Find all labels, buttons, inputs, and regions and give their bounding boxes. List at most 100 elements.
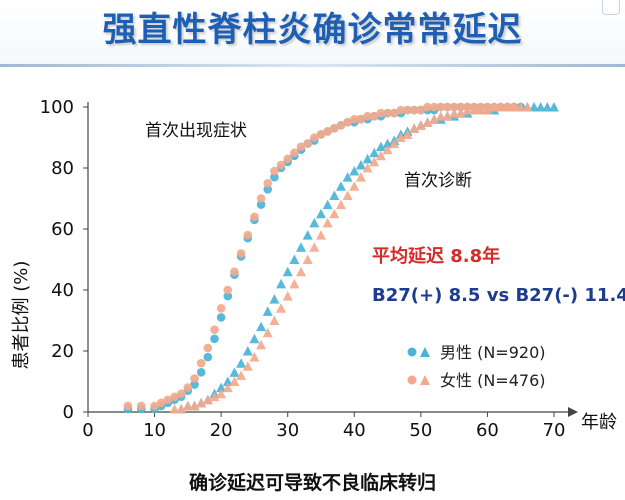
data-point-triangle <box>395 132 406 142</box>
data-point-triangle <box>309 242 320 252</box>
data-point-triangle <box>242 346 253 356</box>
data-point-triangle <box>189 400 200 411</box>
data-point-triangle <box>362 153 373 164</box>
data-point-triangle <box>229 376 240 386</box>
data-point-circle <box>436 102 446 112</box>
x-tick-label: 70 <box>543 420 566 441</box>
data-point-circle <box>369 111 379 121</box>
data-point-circle <box>363 111 372 121</box>
annotation-b27: B27(+) 8.5 vs B27(-) 11.4 <box>372 285 625 306</box>
data-point-triangle <box>495 102 506 112</box>
data-point-triangle <box>262 306 273 316</box>
data-point-triangle <box>402 129 413 139</box>
data-point-triangle <box>522 102 533 112</box>
data-point-circle <box>163 395 173 405</box>
data-point-triangle <box>529 102 540 112</box>
data-point-triangle <box>296 266 307 277</box>
data-point-triangle <box>535 102 546 112</box>
data-point-triangle <box>455 108 466 118</box>
data-point-triangle <box>202 394 213 405</box>
title-bar <box>0 0 625 66</box>
x-tick-label: 40 <box>343 420 366 441</box>
data-point-circle <box>429 102 439 112</box>
data-point-triangle <box>375 141 386 152</box>
x-axis-label: 年龄 <box>581 412 617 433</box>
data-point-circle <box>376 108 386 118</box>
data-point-triangle <box>229 367 240 377</box>
data-point-circle <box>323 127 332 136</box>
data-point-circle <box>170 392 179 402</box>
data-point-circle <box>236 249 246 258</box>
data-point-triangle <box>435 111 446 121</box>
data-point-triangle <box>355 159 366 170</box>
cumulative-age-chart: 0 10 20 30 40 50 60 70 0 20 40 60 80 100 年龄 首次出现症状 首次… <box>40 97 625 441</box>
corner-mark <box>602 0 620 15</box>
data-point-circle <box>176 389 186 399</box>
series-diagnosis-male <box>176 102 559 414</box>
y-tick-label: 0 <box>63 402 74 423</box>
data-point-circle <box>403 105 412 115</box>
data-point-triangle <box>282 266 293 277</box>
data-point-triangle <box>169 403 180 414</box>
x-tick-label: 50 <box>409 420 432 441</box>
data-point-circle <box>270 166 279 176</box>
legend: 男性 (N=920) 女性 (N=476) <box>407 343 546 390</box>
data-point-triangle <box>269 294 280 304</box>
data-point-circle <box>270 172 279 182</box>
data-point-triangle <box>349 166 360 176</box>
data-point-triangle <box>256 339 267 350</box>
data-point-circle <box>330 124 339 133</box>
data-point-circle <box>396 105 406 115</box>
data-point-circle <box>343 117 352 127</box>
data-point-triangle <box>415 120 426 130</box>
data-point-triangle <box>509 102 520 112</box>
data-point-circle <box>383 108 392 118</box>
data-point-triangle <box>342 190 353 200</box>
data-point-triangle <box>469 105 480 115</box>
data-point-triangle <box>482 105 493 115</box>
y-tick-label: 40 <box>51 280 74 301</box>
y-tick-label: 80 <box>51 158 74 179</box>
data-point-triangle <box>196 397 207 408</box>
data-point-triangle <box>462 105 473 115</box>
data-point-triangle <box>409 123 420 133</box>
data-point-triangle <box>182 400 193 411</box>
data-point-circle <box>156 398 166 408</box>
data-point-triangle <box>296 242 307 252</box>
annotation-delay: 平均延迟 8.8年 <box>372 245 500 267</box>
y-tick-label: 20 <box>51 341 74 362</box>
data-point-circle <box>223 285 233 295</box>
data-point-circle <box>443 102 452 112</box>
data-point-triangle <box>302 254 313 264</box>
legend-male-circle-marker <box>407 347 417 357</box>
x-tick-label: 60 <box>476 420 499 441</box>
data-point-triangle <box>316 208 326 219</box>
data-point-triangle <box>256 321 267 332</box>
data-point-circle <box>203 343 213 353</box>
data-point-circle <box>276 160 286 170</box>
x-tick-label: 30 <box>276 420 299 441</box>
series-diagnosis-female <box>169 102 533 414</box>
y-tick-label: 60 <box>51 219 74 240</box>
data-point-triangle <box>502 102 513 112</box>
data-point-circle <box>150 401 159 411</box>
data-point-triangle <box>449 108 460 118</box>
data-point-circle <box>243 230 253 240</box>
data-point-circle <box>203 352 213 362</box>
data-point-circle <box>423 102 432 112</box>
data-point-triangle <box>335 199 346 210</box>
data-point-circle <box>136 401 146 411</box>
x-tick-label: 0 <box>82 420 93 441</box>
data-point-triangle <box>236 358 247 368</box>
data-point-triangle <box>442 111 453 121</box>
data-point-circle <box>310 133 319 142</box>
slide-caption: 确诊延迟可导致不良临床转归 <box>188 472 436 494</box>
data-point-triangle <box>276 278 287 289</box>
data-point-triangle <box>289 278 300 289</box>
data-point-circle <box>256 200 266 209</box>
data-point-triangle <box>329 190 340 200</box>
data-point-circle <box>216 304 226 313</box>
data-point-triangle <box>329 208 340 219</box>
legend-female-circle-marker <box>407 375 417 385</box>
legend-female-label: 女性 (N=476) <box>440 371 546 390</box>
